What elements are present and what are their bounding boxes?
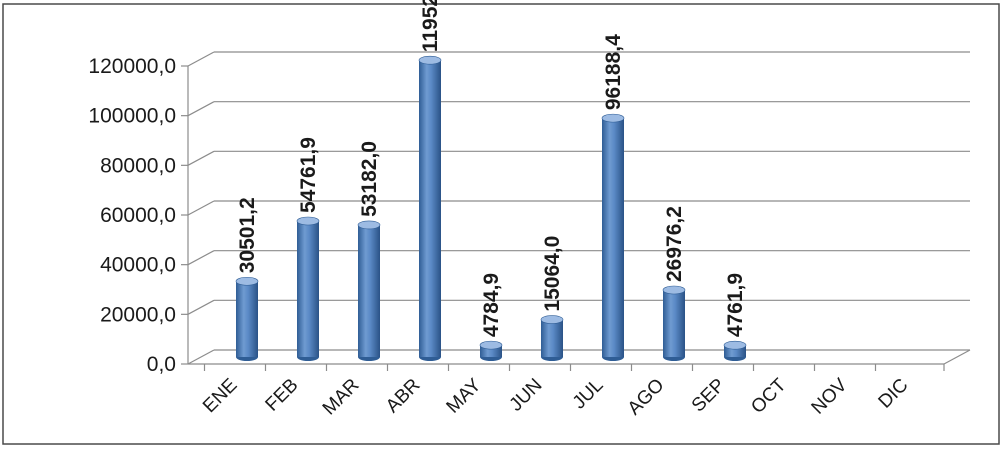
bar-layer bbox=[235, 55, 747, 361]
gridline-side bbox=[187, 101, 215, 117]
data-label: 26976,2 bbox=[663, 206, 686, 282]
bar-body bbox=[358, 224, 380, 357]
bar bbox=[418, 55, 442, 361]
bar-cap bbox=[662, 285, 686, 295]
data-label: 54761,9 bbox=[297, 137, 320, 213]
chart-border bbox=[2, 3, 1000, 445]
data-label: 119523,8 bbox=[419, 0, 442, 52]
gridline-side bbox=[187, 349, 215, 365]
bar-body bbox=[541, 319, 563, 357]
bar-body bbox=[480, 345, 502, 357]
bar bbox=[723, 340, 747, 361]
bar bbox=[296, 216, 320, 361]
bar-body bbox=[663, 290, 685, 357]
y-tick-label: 120000,0 bbox=[88, 55, 176, 78]
data-label: 30501,2 bbox=[236, 197, 259, 273]
floor-right-edge bbox=[943, 349, 971, 365]
gridline-side bbox=[187, 200, 215, 216]
bar bbox=[540, 315, 564, 361]
y-tick-label: 40000,0 bbox=[100, 254, 176, 277]
bar-cap bbox=[540, 315, 564, 324]
y-tick-label: 100000,0 bbox=[88, 105, 176, 128]
data-label: 4761,9 bbox=[724, 273, 747, 337]
gridline-side bbox=[187, 51, 215, 67]
gridline-side bbox=[187, 299, 215, 315]
bar bbox=[601, 113, 625, 361]
bar-body bbox=[236, 281, 258, 357]
bar-body bbox=[419, 60, 441, 358]
bar bbox=[479, 340, 503, 361]
bar bbox=[662, 285, 686, 361]
bar-body bbox=[297, 221, 319, 357]
bar bbox=[235, 276, 259, 361]
bar bbox=[357, 220, 381, 361]
bar-body bbox=[602, 118, 624, 357]
bar-cap bbox=[479, 340, 503, 350]
data-label: 15064,0 bbox=[541, 236, 564, 312]
data-label: 96188,4 bbox=[602, 34, 625, 110]
axis-layer: 0,0 20000,0 40000,0 60000,0 80000,0 100000,0 1… bbox=[88, 55, 971, 419]
bar-cap bbox=[235, 276, 259, 286]
gridline-side bbox=[187, 250, 215, 266]
y-tick-label: 20000,0 bbox=[100, 303, 176, 326]
y-tick-label: 80000,0 bbox=[100, 154, 176, 177]
bar-cap bbox=[723, 340, 747, 350]
y-tick-label: 0,0 bbox=[147, 353, 176, 376]
bar-cap bbox=[601, 113, 625, 123]
data-label: 53182,0 bbox=[358, 141, 381, 217]
bar-body bbox=[724, 345, 746, 357]
label-layer: 30501,2 54761,9 53182,0 119523,8 4784,9 15064… bbox=[236, 0, 747, 337]
bar-cap bbox=[296, 216, 320, 226]
bar-cap bbox=[418, 55, 442, 65]
y-tick-label: 60000,0 bbox=[100, 204, 176, 227]
data-label: 4784,9 bbox=[480, 273, 503, 337]
grid-layer bbox=[187, 51, 970, 365]
gridline-side bbox=[187, 150, 215, 166]
bar-cap bbox=[357, 220, 381, 230]
